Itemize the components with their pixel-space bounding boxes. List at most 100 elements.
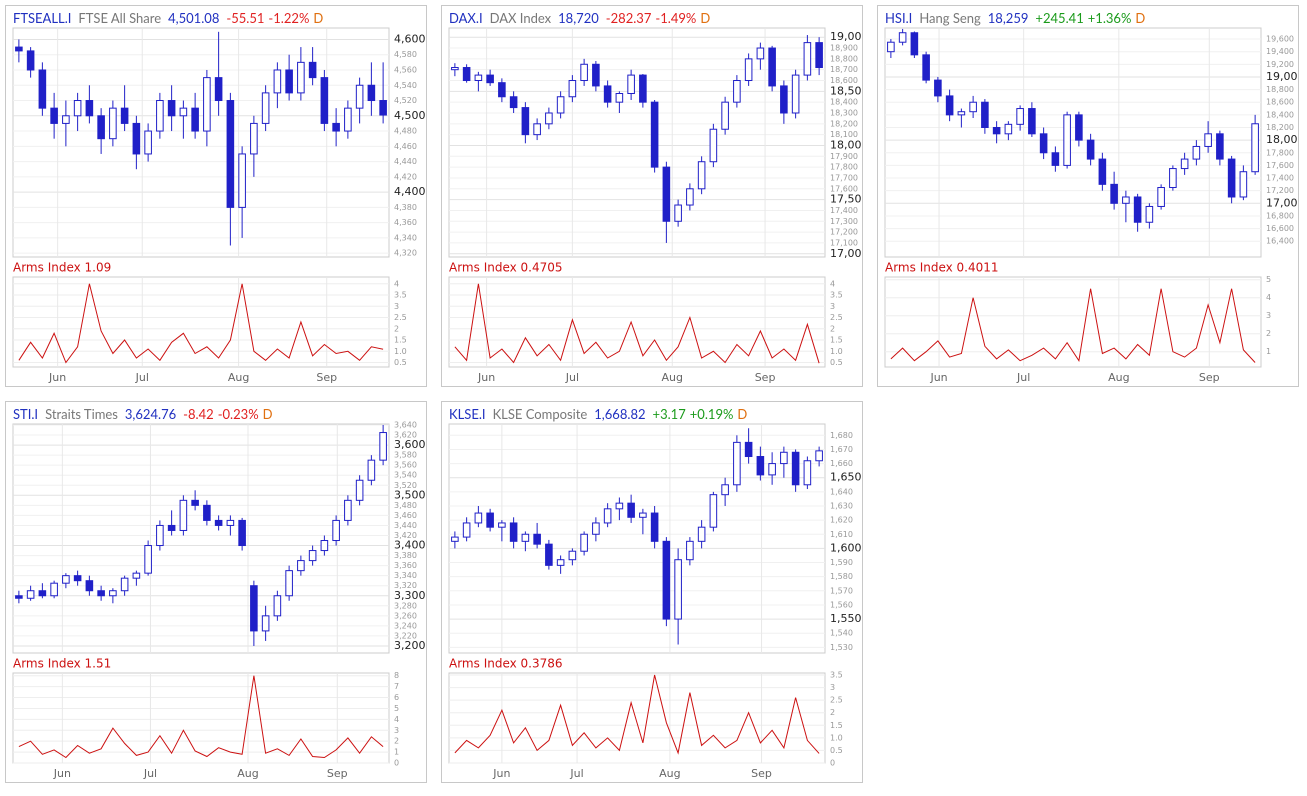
change-pct: +1.36% (1087, 10, 1132, 26)
candle-body (780, 85, 788, 114)
candle-body (109, 107, 117, 140)
y-tick-label: 3,440 (394, 521, 417, 530)
y-tick-label: 1.5 (394, 336, 407, 345)
candle-body (144, 545, 152, 574)
plot-area (12, 276, 390, 368)
candle-body (697, 161, 706, 190)
candle-body (226, 519, 235, 526)
interval[interactable]: D (313, 10, 324, 26)
y-tick-label: 4,340 (394, 233, 417, 242)
interval[interactable]: D (262, 406, 273, 422)
last: 4,501.08 (168, 10, 220, 26)
y-tick-label: 3,520 (394, 481, 417, 490)
candle-body (273, 69, 282, 94)
x-tick-label: Aug (1108, 371, 1129, 384)
symbol[interactable]: STI.I (13, 406, 39, 422)
candle-body (768, 463, 776, 476)
y-tick-label: 17,000 (1266, 196, 1298, 209)
y-tick-label: 1,640 (830, 487, 853, 496)
interval[interactable]: D (700, 10, 711, 26)
candle-body (97, 590, 105, 597)
candle-body (156, 100, 164, 132)
y-tick-label: 3,340 (394, 571, 417, 580)
candle-body (803, 460, 812, 486)
candle-body (721, 101, 729, 130)
y-tick-label: 18,600 (830, 76, 858, 85)
change: -55.51 (226, 10, 265, 26)
candle-body (509, 522, 518, 542)
name: KLSE Composite (492, 406, 588, 422)
candle-body (803, 42, 812, 76)
y-tick-label: 3,320 (394, 581, 417, 590)
interval[interactable]: D (737, 406, 748, 422)
candle-body (957, 111, 966, 116)
symbol[interactable]: DAX.I (449, 10, 483, 26)
x-tick-label: Sep (1199, 371, 1220, 384)
candle-body (120, 107, 129, 124)
y-tick-label: 1,590 (830, 558, 853, 567)
candle-body (355, 479, 364, 501)
x-tick-label: Sep (751, 767, 772, 780)
candle-body (1051, 152, 1060, 166)
y-tick-label: 19,200 (1266, 60, 1294, 69)
quote-header: STI.I Straits Times 3,624.76 -8.42 -0.23% D (13, 406, 280, 422)
y-tick-label: 4,380 (394, 203, 417, 212)
candle-body (639, 74, 647, 103)
x-tick-label: Jul (1016, 371, 1030, 384)
arms-line (454, 674, 820, 755)
candle-body (62, 575, 70, 584)
candle-body (686, 540, 694, 561)
arms-title: Arms Index 1.09 (13, 261, 111, 275)
x-tick-label: Jun (929, 371, 947, 384)
candle-body (1063, 114, 1071, 166)
y-tick-label: 17,800 (830, 163, 858, 172)
candle-body (38, 69, 47, 109)
chart-panel: STI.I Straits Times 3,624.76 -8.42 -0.23% D 3,… (5, 401, 427, 783)
name: FTSE All Share (78, 10, 162, 26)
candle-body (250, 585, 258, 632)
candle-body (1157, 187, 1165, 207)
candle-body (756, 456, 765, 476)
arms-title: Arms Index 1.51 (13, 657, 111, 671)
candle-body (297, 560, 305, 572)
change-pct: +0.19% (689, 406, 734, 422)
y-tick-label: 18,400 (1266, 110, 1294, 119)
candle-body (509, 96, 518, 109)
x-tick-label: Aug (662, 371, 683, 384)
candle-body (744, 58, 753, 82)
candle-body (451, 67, 459, 71)
y-tick-label: 4,480 (394, 127, 417, 136)
candle-body (697, 526, 706, 542)
plot-area (884, 27, 1262, 258)
candle-body (97, 115, 105, 140)
candle-body (261, 92, 270, 124)
candle-body (533, 123, 541, 136)
candle-body (238, 153, 246, 208)
candle-body (367, 84, 376, 102)
y-tick-label: 1,620 (830, 516, 853, 525)
candle-body (379, 432, 387, 461)
y-tick-label: 1,550 (830, 612, 862, 625)
candle-body (15, 595, 23, 599)
symbol[interactable]: FTSEALL.I (13, 10, 72, 26)
symbol[interactable]: KLSE.I (449, 406, 486, 422)
y-tick-label: 1,600 (830, 541, 862, 554)
y-tick-label: 1.5 (830, 721, 843, 730)
candle-body (109, 590, 117, 597)
y-tick-label: 18,200 (830, 119, 858, 128)
candle-body (791, 74, 800, 114)
y-tick-label: 2 (830, 324, 835, 333)
symbol[interactable]: HSI.I (885, 10, 913, 26)
candle-body (238, 519, 246, 547)
interval[interactable]: D (1135, 10, 1146, 26)
plot-area (448, 276, 826, 368)
x-tick-label: Aug (228, 371, 249, 384)
arms-line (18, 675, 384, 759)
quote-header: FTSEALL.I FTSE All Share 4,501.08 -55.51 -1.… (13, 10, 330, 26)
chart-panel: HSI.I Hang Seng 18,259 +245.41 +1.36% D 16,400… (877, 5, 1299, 387)
y-tick-label: 1,560 (830, 600, 853, 609)
x-tick-label: Aug (659, 767, 680, 780)
y-tick-label: 18,300 (830, 108, 858, 117)
candle-body (486, 512, 494, 528)
